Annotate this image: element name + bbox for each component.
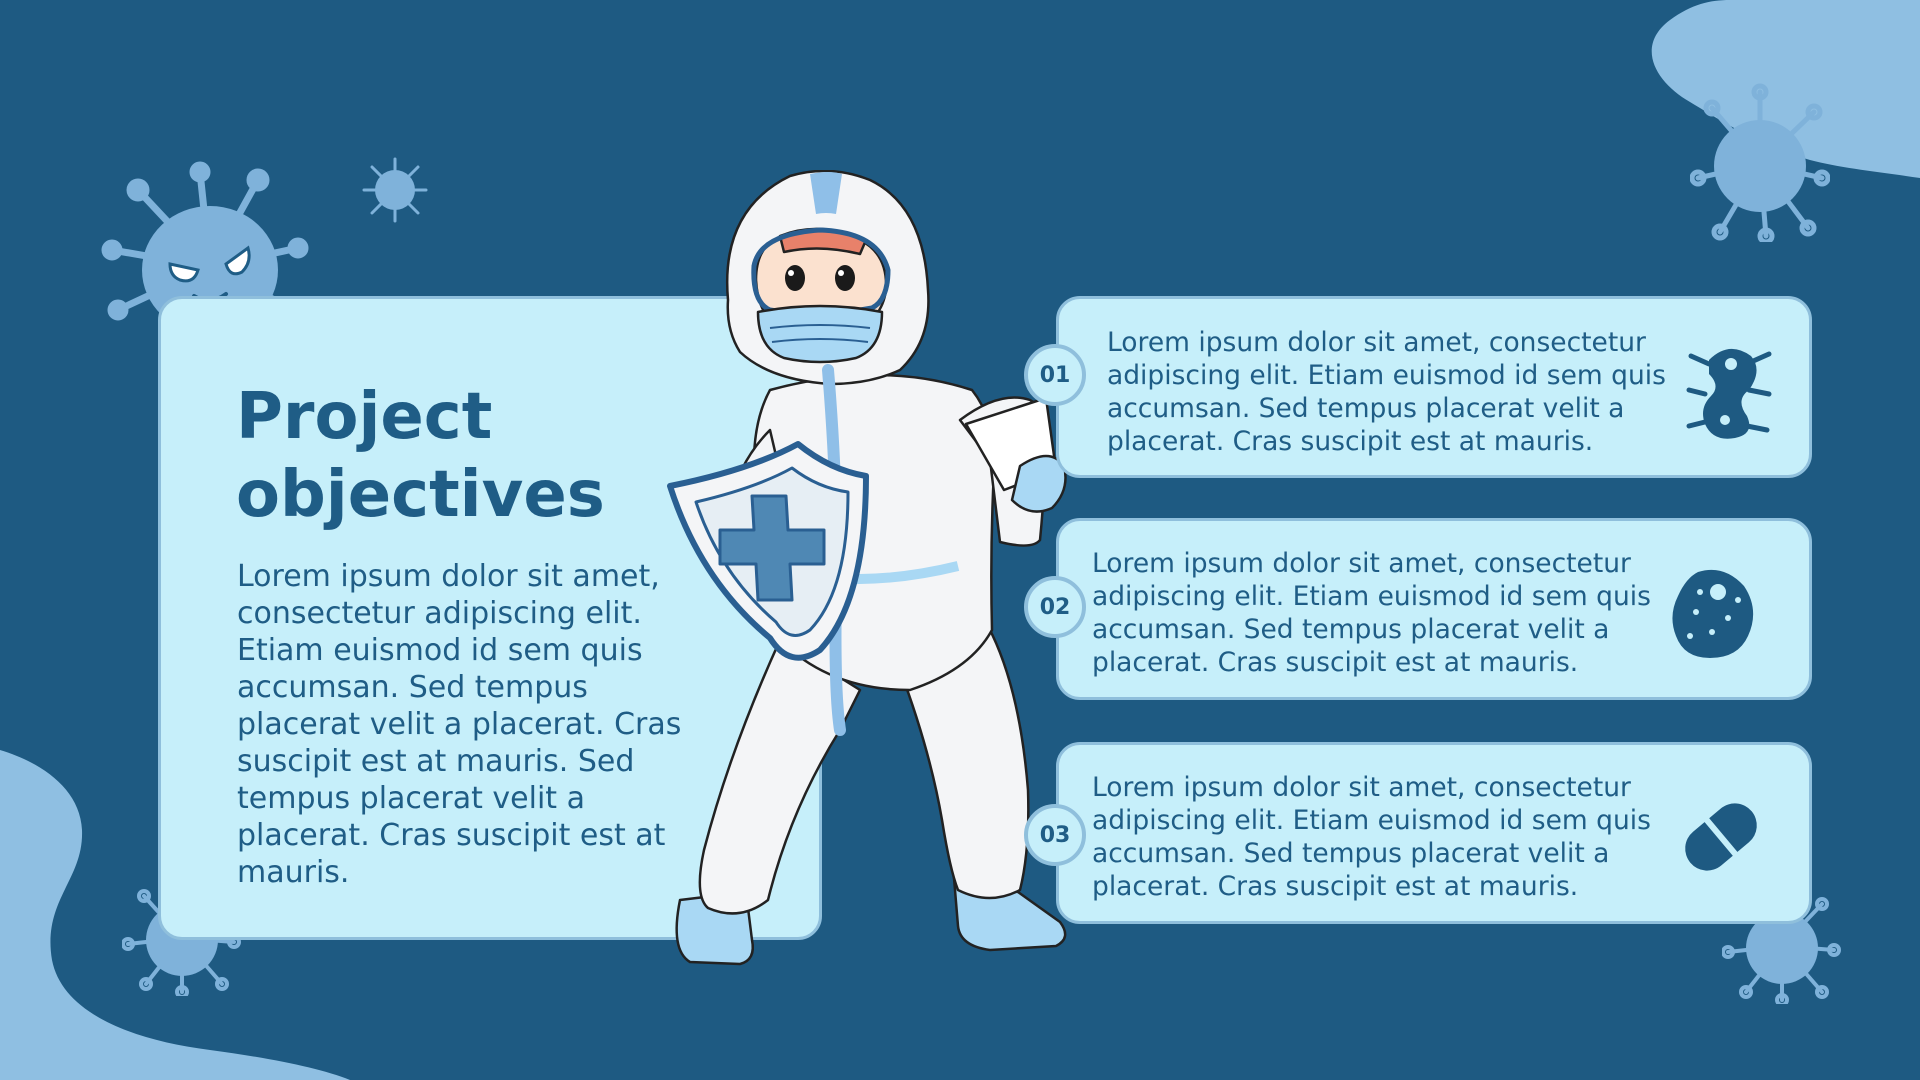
germ-icon	[1672, 569, 1754, 658]
title-line-2: objectives	[236, 458, 605, 532]
pill-icon	[1685, 803, 1757, 871]
objective-card	[1056, 742, 1812, 924]
objective-text: Lorem ipsum dolor sit amet, consectetur …	[1092, 772, 1651, 902]
bacteria-icon	[1686, 348, 1772, 439]
decorative-blob-top-right	[1651, 0, 1920, 178]
decorative-blob-bottom-left	[0, 750, 350, 1080]
objective-number-badge: 01	[1024, 344, 1086, 406]
page-title: Project objectives	[236, 378, 756, 534]
objective-number-badge: 02	[1024, 576, 1086, 638]
objective-number-badge: 03	[1024, 804, 1086, 866]
objective-card	[1056, 296, 1812, 478]
title-line-1: Project	[236, 380, 493, 454]
small-virus-icon	[362, 157, 428, 223]
intro-paragraph: Lorem ipsum dolor sit amet, consectetur …	[237, 559, 682, 890]
objective-text: Lorem ipsum dolor sit amet, consectetur …	[1107, 327, 1666, 457]
virus-top-right-icon	[1690, 83, 1830, 242]
objective-text: Lorem ipsum dolor sit amet, consectetur …	[1092, 548, 1651, 678]
hazmat-doctor-illustration	[667, 170, 1067, 966]
